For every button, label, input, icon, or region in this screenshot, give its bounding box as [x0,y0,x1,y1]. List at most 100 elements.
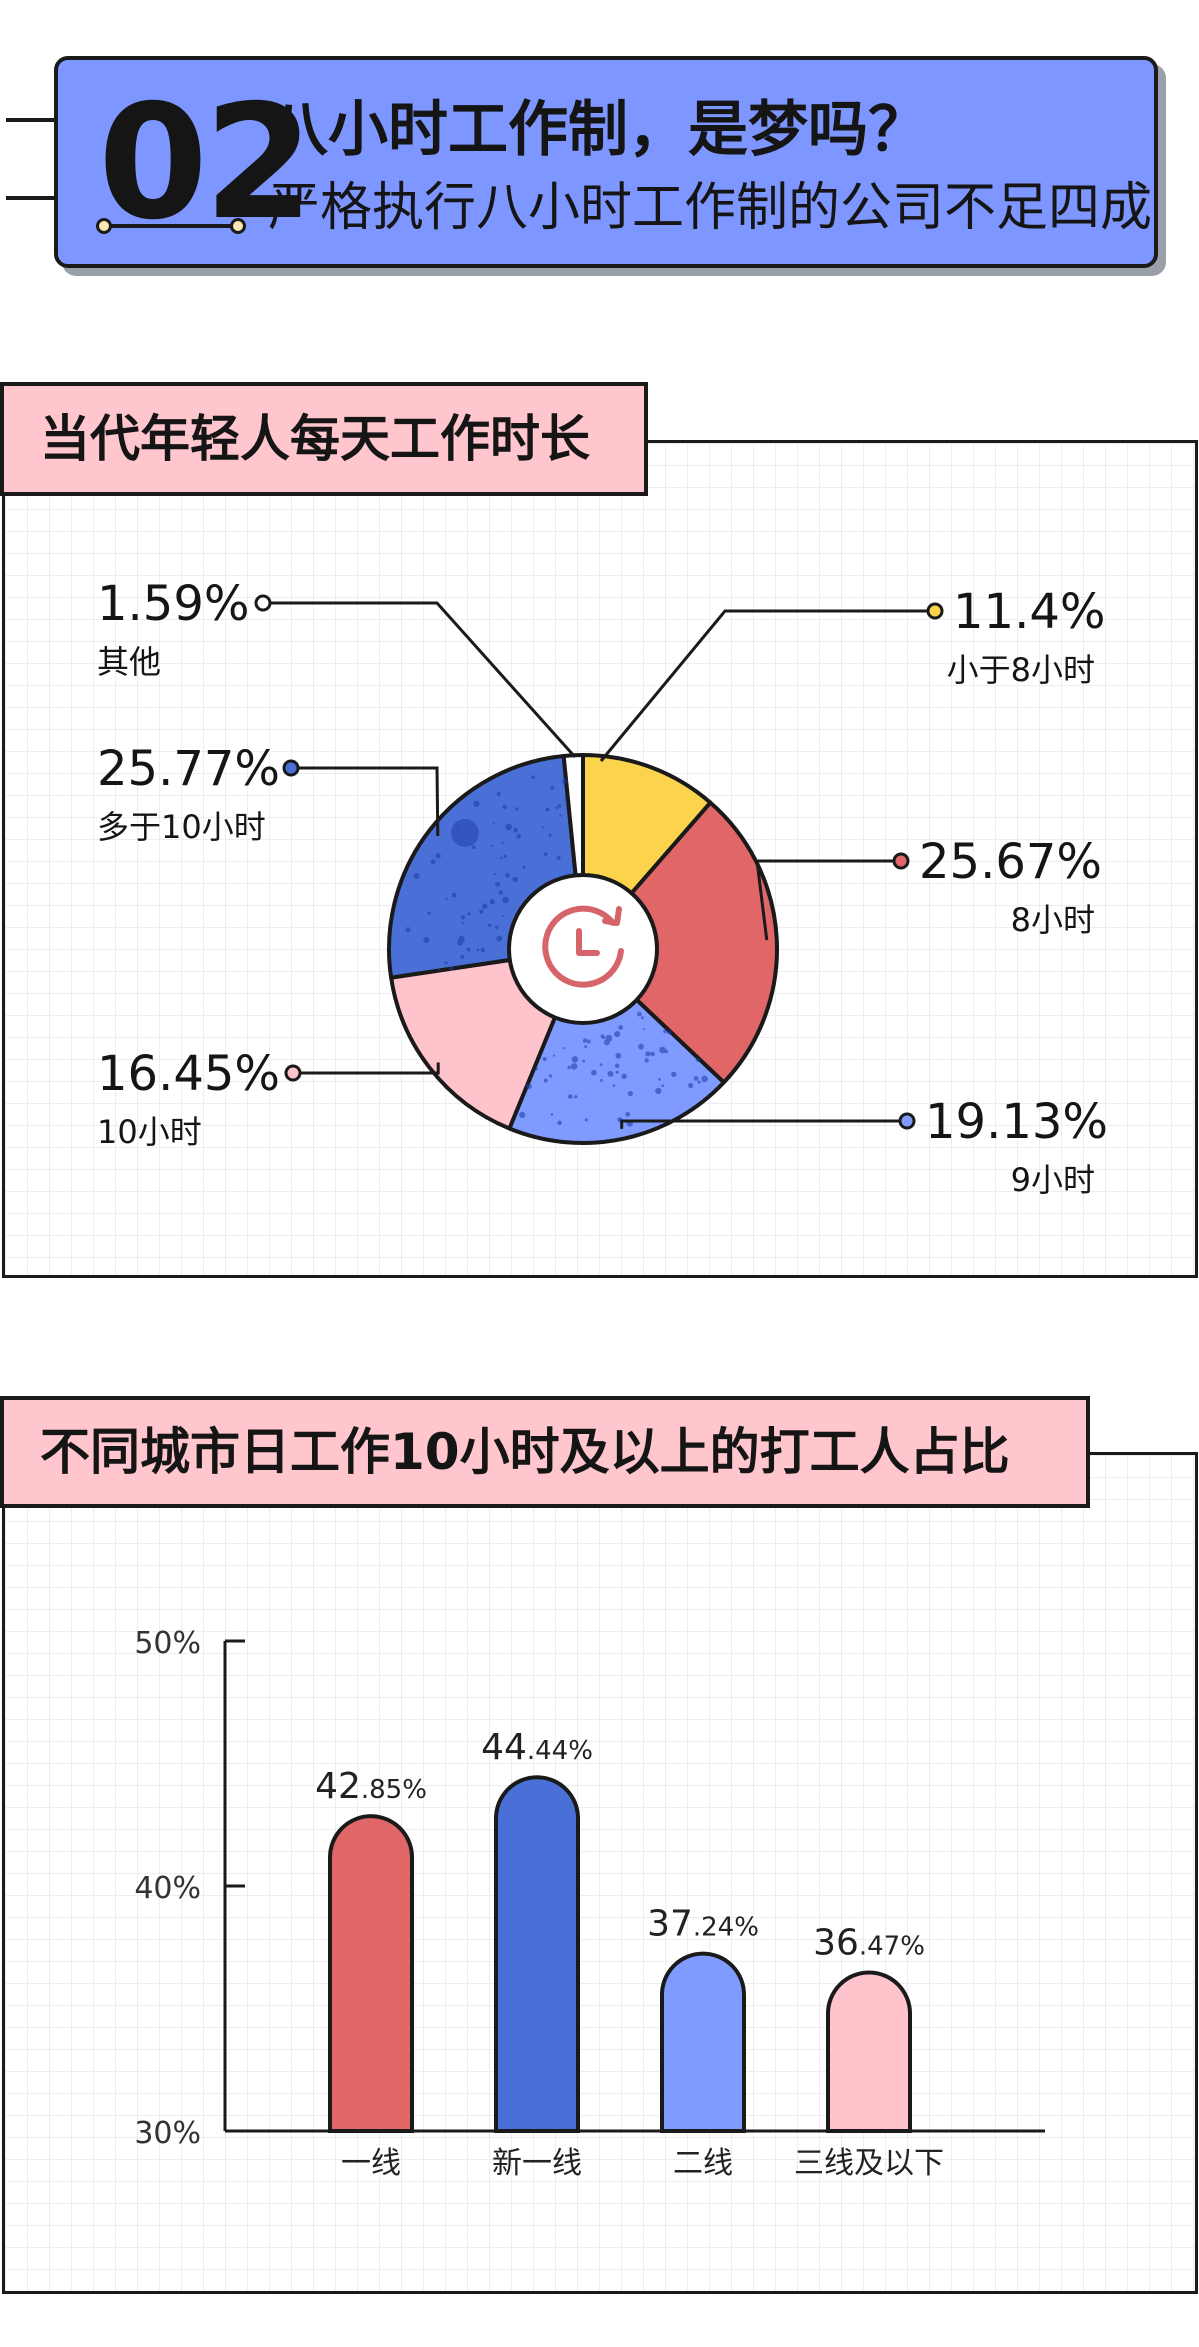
speckle-dot [550,1113,554,1116]
speckle-dot [495,881,501,887]
speckle-dot [522,865,526,869]
slice-value-label: 11.4% [953,584,1105,640]
speckle-dot [505,872,510,878]
speckle-dot [693,1076,699,1081]
speckle-dot [460,954,465,959]
speckle-dot [461,921,464,925]
section-title: 八小时工作制，是梦吗？ [268,95,928,165]
speckle-dot [642,1028,645,1031]
leader-dot-4 [284,1064,302,1082]
speckle-dot [615,1070,619,1074]
slice-value-label: 19.13% [925,1094,1108,1150]
leader-dot-1 [926,602,944,620]
speckle-dot [661,1084,665,1087]
speckle-dot [481,903,488,909]
slice-value-label: 1.59% [97,576,249,632]
speckle-dot [650,1051,655,1057]
speckle-dot [501,841,504,845]
speckle-dot [701,1075,708,1083]
speckle-dot [641,1016,644,1020]
x-tick-label: 二线 [673,2146,733,2181]
section-subtitle: 严格执行八小时工作制的公司不足四成 [268,178,1153,238]
bar-value-label: 37.24% [647,1904,759,1945]
speckle-dot [460,915,466,920]
header-banner: 02 八小时工作制，是梦吗？ 严格执行八小时工作制的公司不足四成 [54,56,1158,268]
speckle-dot [644,1058,649,1063]
speckle-dot [498,890,503,895]
speckle-dot [430,859,436,865]
speckle-dot [405,927,411,933]
bar-4 [826,1970,912,2133]
leader-line-3 [620,1119,907,1129]
leader-line-5 [291,766,440,837]
leader-dot-2 [892,852,910,870]
speckle-dot [695,1057,700,1062]
speckle-dot [476,948,480,952]
speckle-dot [561,778,568,784]
leader-dot-6 [254,594,272,612]
speckle-dot [607,1070,614,1077]
speckle-dot [500,856,503,860]
header-deco-line-bottom [6,196,58,200]
bar-value-dec: .24% [693,1913,759,1943]
slice-value-label: 16.45% [97,1046,280,1102]
speckle-dot [543,852,548,856]
speckle-dot [556,855,561,860]
clock-arrow [602,906,622,926]
speckle-dot [531,775,535,780]
speckle-dot [503,854,507,858]
speckle-dot [444,961,448,965]
speckle-dot [471,845,476,850]
x-tick-label: 一线 [341,2146,401,2181]
speckle-dot [549,1074,553,1078]
speckle-dot [591,1069,597,1076]
speckle-dot [541,826,544,829]
speckle-dot [437,968,440,971]
speckle-dot [627,1090,634,1097]
slice-category-label: 其他 [97,643,161,681]
pie-speckle-texture [405,775,708,1127]
speckle-dot [671,1071,677,1077]
speckle-dot [513,827,518,833]
speckle-dot [542,1056,547,1062]
leader-dot-5 [282,759,300,777]
speckle-dot [555,806,559,810]
slice-value-label: 25.67% [919,834,1102,890]
speckle-dot [637,1011,642,1017]
speckle-dot [435,853,441,859]
x-tick-label: 三线及以下 [794,2146,944,2181]
bar-value-int: 36 [813,1922,859,1963]
section-number: 02 [98,71,314,255]
bar-value-label: 42.85% [315,1766,427,1807]
speckle-dot [564,798,568,802]
speckle-dot [625,1111,631,1117]
speckle-dot [612,1084,616,1087]
speckle-dot [567,1065,571,1070]
clock-rim [542,905,624,988]
speckle-dot [466,947,471,952]
speckle-dot [655,1087,662,1094]
bar-value-int: 42 [315,1766,361,1807]
pie-panel: 11.4% 小于8小时 25.67% 8小时 19.13% 9小时 16.45% 10小时 25… [2,440,1198,1278]
speckle-dot [553,1054,556,1057]
leader-line-4 [293,1062,440,1075]
speckle-dot [615,1052,622,1059]
speckle-dot [645,1051,651,1057]
speckle-dot [519,1111,526,1118]
speckle-dot [534,1067,538,1071]
x-tick-label: 新一线 [492,2146,582,2181]
speckle-dot [614,1031,621,1038]
speckle-dot [550,785,555,790]
slice-category-label: 小于8小时 [947,651,1095,689]
bar-value-dec: .85% [361,1775,427,1805]
speckle-dot [667,1029,672,1035]
bar-value-dec: .47% [859,1931,925,1961]
speckle-dot [557,1120,562,1126]
speckle-dot [479,909,484,914]
banner-deco-bar [96,218,246,234]
speckle-dot [413,873,420,879]
bar-panel: 30% 40% 50% 42.85% 一线 44.44% 新一线 37.24% 二线 36.47%… [2,1452,1198,2294]
speckle-dot [480,947,485,953]
speckle-dot [601,1035,606,1039]
speckle-dot [571,1056,579,1063]
